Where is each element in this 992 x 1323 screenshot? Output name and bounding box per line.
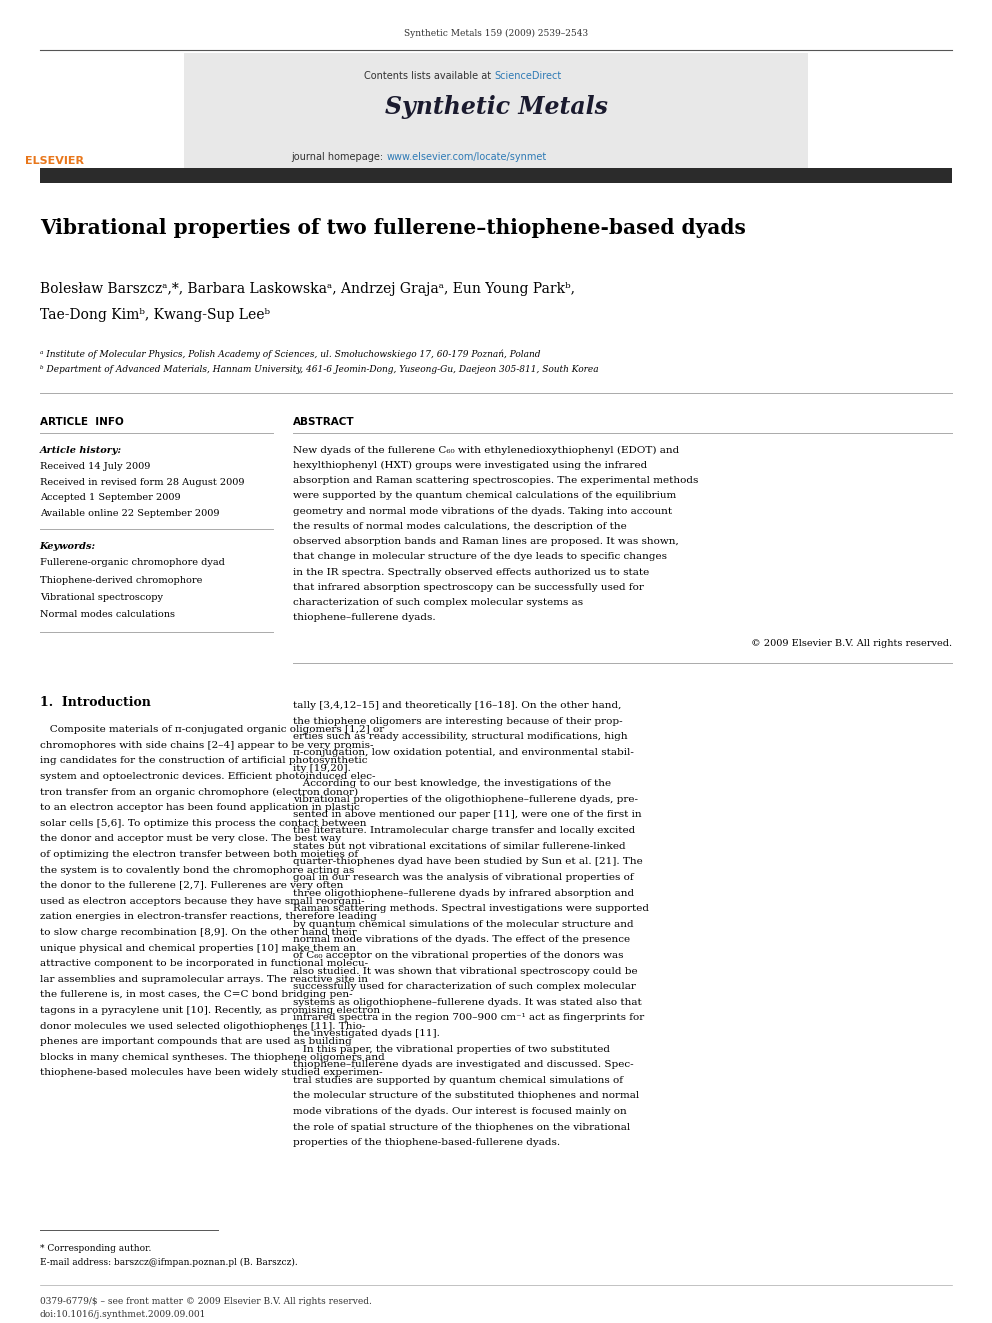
Text: of optimizing the electron transfer between both moieties of: of optimizing the electron transfer betw… [40,849,358,859]
Text: to slow charge recombination [8,9]. On the other hand their: to slow charge recombination [8,9]. On t… [40,927,356,937]
Text: Received 14 July 2009: Received 14 July 2009 [40,462,150,471]
Text: tron transfer from an organic chromophore (electron donor): tron transfer from an organic chromophor… [40,787,358,796]
Text: Synthetic Metals 159 (2009) 2539–2543: Synthetic Metals 159 (2009) 2539–2543 [404,29,588,38]
Text: New dyads of the fullerene C₆₀ with ethylenedioxythiophenyl (EDOT) and: New dyads of the fullerene C₆₀ with ethy… [293,446,679,455]
Text: In this paper, the vibrational properties of two substituted: In this paper, the vibrational propertie… [293,1045,610,1053]
Text: properties of the thiophene-based-fullerene dyads.: properties of the thiophene-based-fuller… [293,1138,559,1147]
Text: geometry and normal mode vibrations of the dyads. Taking into account: geometry and normal mode vibrations of t… [293,507,672,516]
Text: also studied. It was shown that vibrational spectroscopy could be: also studied. It was shown that vibratio… [293,967,637,975]
Text: ELSEVIER: ELSEVIER [25,156,83,167]
Text: thiophene–fullerene dyads.: thiophene–fullerene dyads. [293,614,435,622]
Text: lar assemblies and supramolecular arrays. The reactive site in: lar assemblies and supramolecular arrays… [40,975,368,984]
Text: ᵇ Department of Advanced Materials, Hannam University, 461-6 Jeomin-Dong, Yuseon: ᵇ Department of Advanced Materials, Hann… [40,365,598,374]
Text: the role of spatial structure of the thiophenes on the vibrational: the role of spatial structure of the thi… [293,1123,630,1131]
Text: that infrared absorption spectroscopy can be successfully used for: that infrared absorption spectroscopy ca… [293,582,644,591]
Text: 1.  Introduction: 1. Introduction [40,696,151,709]
Text: states but not vibrational excitations of similar fullerene-linked: states but not vibrational excitations o… [293,841,625,851]
Text: Article history:: Article history: [40,446,122,455]
Text: Keywords:: Keywords: [40,542,96,552]
Text: systems as oligothiophene–fullerene dyads. It was stated also that: systems as oligothiophene–fullerene dyad… [293,998,642,1007]
Text: Bolesław Barszczᵃ,*, Barbara Laskowskaᵃ, Andrzej Grajaᵃ, Eun Young Parkᵇ,: Bolesław Barszczᵃ,*, Barbara Laskowskaᵃ,… [40,282,574,296]
Text: According to our best knowledge, the investigations of the: According to our best knowledge, the inv… [293,779,611,789]
Text: zation energies in electron-transfer reactions, therefore leading: zation energies in electron-transfer rea… [40,913,377,921]
Text: three oligothiophene–fullerene dyads by infrared absorption and: three oligothiophene–fullerene dyads by … [293,889,634,897]
Text: Vibrational properties of two fullerene–thiophene-based dyads: Vibrational properties of two fullerene–… [40,218,746,238]
Text: donor molecules we used selected oligothiophenes [11]. Thio-: donor molecules we used selected oligoth… [40,1021,365,1031]
Text: Available online 22 September 2009: Available online 22 September 2009 [40,509,219,519]
Text: to an electron acceptor has been found application in plastic: to an electron acceptor has been found a… [40,803,359,812]
Text: vibrational properties of the oligothiophene–fullerene dyads, pre-: vibrational properties of the oligothiop… [293,795,638,804]
FancyBboxPatch shape [40,168,952,183]
Text: © 2009 Elsevier B.V. All rights reserved.: © 2009 Elsevier B.V. All rights reserved… [751,639,952,648]
Text: successfully used for characterization of such complex molecular: successfully used for characterization o… [293,982,636,991]
Text: system and optoelectronic devices. Efficient photoinduced elec-: system and optoelectronic devices. Effic… [40,771,375,781]
Text: by quantum chemical simulations of the molecular structure and: by quantum chemical simulations of the m… [293,919,633,929]
Text: ᵃ Institute of Molecular Physics, Polish Academy of Sciences, ul. Smołuchowskieg: ᵃ Institute of Molecular Physics, Polish… [40,349,541,359]
Text: that change in molecular structure of the dye leads to specific changes: that change in molecular structure of th… [293,553,667,561]
Text: Raman scattering methods. Spectral investigations were supported: Raman scattering methods. Spectral inves… [293,904,649,913]
Text: ScienceDirect: ScienceDirect [494,71,561,82]
Text: 0379-6779/$ – see front matter © 2009 Elsevier B.V. All rights reserved.: 0379-6779/$ – see front matter © 2009 El… [40,1297,372,1306]
Text: the donor and acceptor must be very close. The best way: the donor and acceptor must be very clos… [40,835,341,843]
Text: absorption and Raman scattering spectroscopies. The experimental methods: absorption and Raman scattering spectros… [293,476,698,486]
Text: the literature. Intramolecular charge transfer and locally excited: the literature. Intramolecular charge tr… [293,826,635,835]
Text: used as electron acceptors because they have small reorgani-: used as electron acceptors because they … [40,897,364,906]
Text: * Corresponding author.: * Corresponding author. [40,1244,151,1253]
Text: the results of normal modes calculations, the description of the: the results of normal modes calculations… [293,523,626,531]
Text: hexylthiophenyl (HXT) groups were investigated using the infrared: hexylthiophenyl (HXT) groups were invest… [293,462,647,470]
Text: www.elsevier.com/locate/synmet: www.elsevier.com/locate/synmet [387,152,548,163]
Text: Vibrational spectroscopy: Vibrational spectroscopy [40,593,163,602]
Text: thiophene–fullerene dyads are investigated and discussed. Spec-: thiophene–fullerene dyads are investigat… [293,1060,633,1069]
Text: erties such as ready accessibility, structural modifications, high: erties such as ready accessibility, stru… [293,733,627,741]
Text: the system is to covalently bond the chromophore acting as: the system is to covalently bond the chr… [40,865,354,875]
Text: Contents lists available at: Contents lists available at [364,71,494,82]
Text: the thiophene oligomers are interesting because of their prop-: the thiophene oligomers are interesting … [293,717,622,726]
Text: phenes are important compounds that are used as building: phenes are important compounds that are … [40,1037,351,1046]
Text: sented in above mentioned our paper [11], were one of the first in: sented in above mentioned our paper [11]… [293,811,641,819]
Text: in the IR spectra. Spectrally observed effects authorized us to state: in the IR spectra. Spectrally observed e… [293,568,649,577]
Text: the fullerene is, in most cases, the C=C bond bridging pen-: the fullerene is, in most cases, the C=C… [40,991,352,999]
Text: quarter-thiophenes dyad have been studied by Sun et al. [21]. The: quarter-thiophenes dyad have been studie… [293,857,643,867]
Text: Tae-Dong Kimᵇ, Kwang-Sup Leeᵇ: Tae-Dong Kimᵇ, Kwang-Sup Leeᵇ [40,308,270,323]
Text: were supported by the quantum chemical calculations of the equilibrium: were supported by the quantum chemical c… [293,491,676,500]
Text: ing candidates for the construction of artificial photosynthetic: ing candidates for the construction of a… [40,757,367,765]
Text: tagons in a pyracylene unit [10]. Recently, as promising electron: tagons in a pyracylene unit [10]. Recent… [40,1005,380,1015]
Text: Received in revised form 28 August 2009: Received in revised form 28 August 2009 [40,478,244,487]
Text: journal homepage:: journal homepage: [292,152,387,163]
Text: solar cells [5,6]. To optimize this process the contact between: solar cells [5,6]. To optimize this proc… [40,819,366,828]
Text: Fullerene-organic chromophore dyad: Fullerene-organic chromophore dyad [40,558,224,568]
Text: tral studies are supported by quantum chemical simulations of: tral studies are supported by quantum ch… [293,1076,623,1085]
Text: ARTICLE  INFO: ARTICLE INFO [40,417,123,427]
Text: π-conjugation, low oxidation potential, and environmental stabil-: π-conjugation, low oxidation potential, … [293,747,634,757]
Text: Thiophene-derived chromophore: Thiophene-derived chromophore [40,576,202,585]
Text: thiophene-based molecules have been widely studied experimen-: thiophene-based molecules have been wide… [40,1069,382,1077]
Text: the molecular structure of the substituted thiophenes and normal: the molecular structure of the substitut… [293,1091,639,1101]
Text: ABSTRACT: ABSTRACT [293,417,354,427]
Text: Composite materials of π-conjugated organic oligomers [1,2] or: Composite materials of π-conjugated orga… [40,725,384,734]
Text: tally [3,4,12–15] and theoretically [16–18]. On the other hand,: tally [3,4,12–15] and theoretically [16–… [293,701,621,710]
Text: mode vibrations of the dyads. Our interest is focused mainly on: mode vibrations of the dyads. Our intere… [293,1107,626,1117]
Text: E-mail address: barszcz@ifmpan.poznan.pl (B. Barszcz).: E-mail address: barszcz@ifmpan.poznan.pl… [40,1258,298,1267]
Text: ity [19,20].: ity [19,20]. [293,763,350,773]
Text: normal mode vibrations of the dyads. The effect of the presence: normal mode vibrations of the dyads. The… [293,935,630,945]
Text: goal in our research was the analysis of vibrational properties of: goal in our research was the analysis of… [293,873,633,882]
Text: Synthetic Metals: Synthetic Metals [385,95,607,119]
Text: doi:10.1016/j.synthmet.2009.09.001: doi:10.1016/j.synthmet.2009.09.001 [40,1310,206,1319]
Text: the donor to the fullerene [2,7]. Fullerenes are very often: the donor to the fullerene [2,7]. Fuller… [40,881,343,890]
Text: blocks in many chemical syntheses. The thiophene oligomers and: blocks in many chemical syntheses. The t… [40,1053,385,1062]
Text: unique physical and chemical properties [10] make them an: unique physical and chemical properties … [40,943,356,953]
Text: the investigated dyads [11].: the investigated dyads [11]. [293,1029,439,1039]
Text: attractive component to be incorporated in functional molecu-: attractive component to be incorporated … [40,959,368,968]
Text: Accepted 1 September 2009: Accepted 1 September 2009 [40,493,181,503]
Text: infrared spectra in the region 700–900 cm⁻¹ act as fingerprints for: infrared spectra in the region 700–900 c… [293,1013,644,1023]
Text: chromophores with side chains [2–4] appear to be very promis-: chromophores with side chains [2–4] appe… [40,741,373,750]
FancyBboxPatch shape [184,53,808,175]
Text: of C₆₀ acceptor on the vibrational properties of the donors was: of C₆₀ acceptor on the vibrational prope… [293,951,623,960]
Text: characterization of such complex molecular systems as: characterization of such complex molecul… [293,598,582,607]
Text: Normal modes calculations: Normal modes calculations [40,610,175,619]
Text: observed absorption bands and Raman lines are proposed. It was shown,: observed absorption bands and Raman line… [293,537,679,546]
